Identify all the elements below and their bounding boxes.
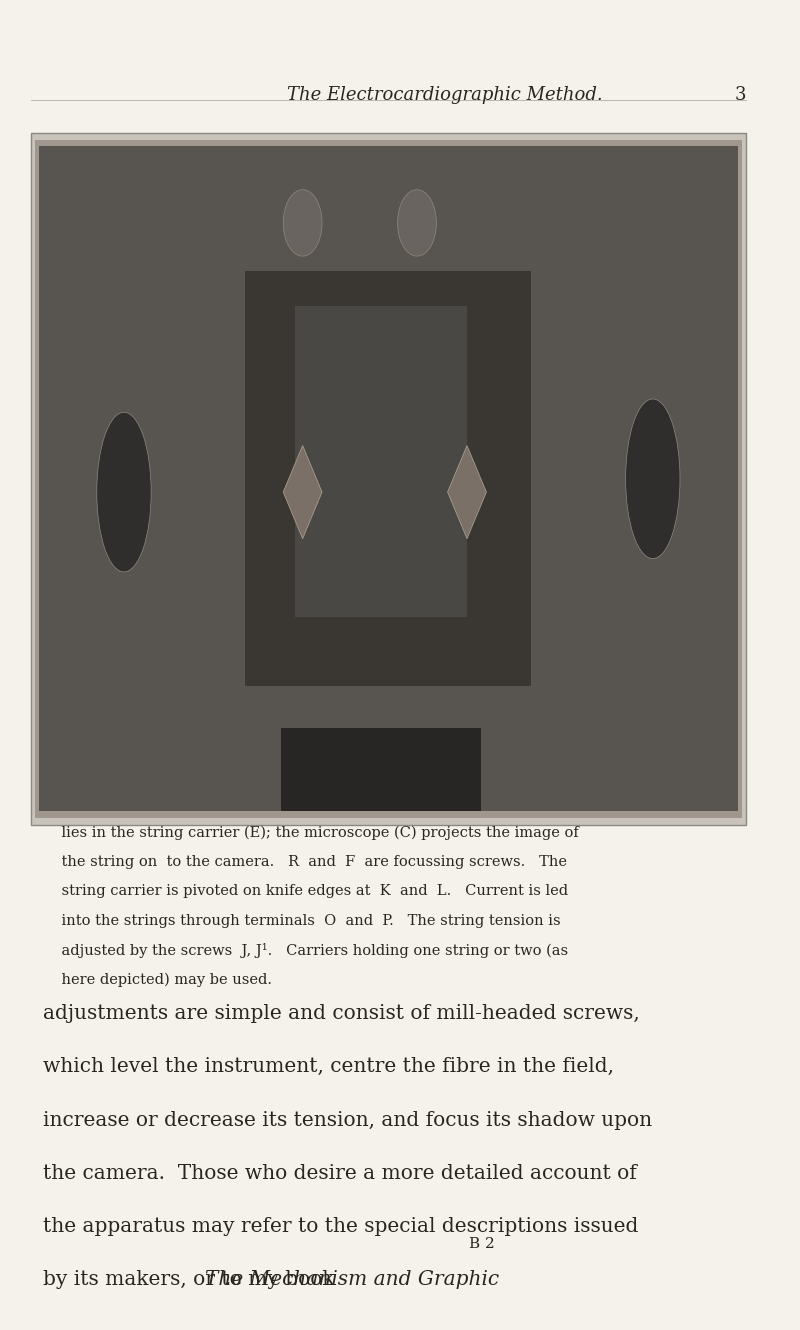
Text: B, B  its coils, and  M, N  the terminals  carrying  current  to  these.: B, B its coils, and M, N the terminals c… (42, 767, 565, 782)
Text: The Mechanism and Graphic: The Mechanism and Graphic (205, 1270, 499, 1289)
Text: D  receives and condenses the beam of light  upon  the  string,  which: D receives and condenses the beam of lig… (42, 797, 582, 811)
Text: which level the instrument, centre the fibre in the field,: which level the instrument, centre the f… (42, 1057, 614, 1076)
Text: string carrier is pivoted on knife edges at  K  and  L.   Current is led: string carrier is pivoted on knife edges… (42, 884, 568, 899)
Bar (295, 306, 467, 617)
Text: adjustments are simple and consist of mill-headed screws,: adjustments are simple and consist of mi… (42, 1004, 639, 1023)
Text: 3: 3 (734, 86, 746, 105)
Bar (31, 133, 746, 825)
Polygon shape (447, 446, 486, 539)
Ellipse shape (97, 412, 151, 572)
Text: increase or decrease its tension, and focus its shadow upon: increase or decrease its tension, and fo… (42, 1111, 652, 1129)
Text: The Electrocardiographic Method.: The Electrocardiographic Method. (287, 86, 603, 105)
Text: here depicted) may be used.: here depicted) may be used. (42, 972, 272, 987)
Text: the apparatus may refer to the special descriptions issued: the apparatus may refer to the special d… (42, 1217, 638, 1236)
Bar (39, 146, 738, 811)
Ellipse shape (626, 399, 680, 559)
Bar (35, 140, 742, 818)
Bar (281, 729, 482, 811)
Text: the camera.  Those who desire a more detailed account of: the camera. Those who desire a more deta… (42, 1164, 637, 1182)
Text: B 2: B 2 (469, 1237, 494, 1252)
Polygon shape (283, 446, 322, 539)
Circle shape (398, 190, 436, 257)
Text: the string on  to the camera.   R  and  F  are focussing screws.   The: the string on to the camera. R and F are… (42, 855, 566, 870)
Text: into the strings through terminals  O  and  P.   The string tension is: into the strings through terminals O and… (42, 914, 560, 928)
Bar (246, 271, 531, 686)
Text: lies in the string carrier (E); the microscope (C) projects the image of: lies in the string carrier (E); the micr… (42, 826, 578, 841)
Circle shape (283, 190, 322, 257)
Text: adjusted by the screws  J, J¹.   Carriers holding one string or two (as: adjusted by the screws J, J¹. Carriers h… (42, 943, 568, 958)
Text: Fig. 2.  (× ¼.)  A string galvanometer.     A, A are the poles of the magnet,: Fig. 2. (× ¼.) A string galvanometer. A,… (42, 738, 592, 753)
Text: by its makers, or to my book: by its makers, or to my book (42, 1270, 341, 1289)
